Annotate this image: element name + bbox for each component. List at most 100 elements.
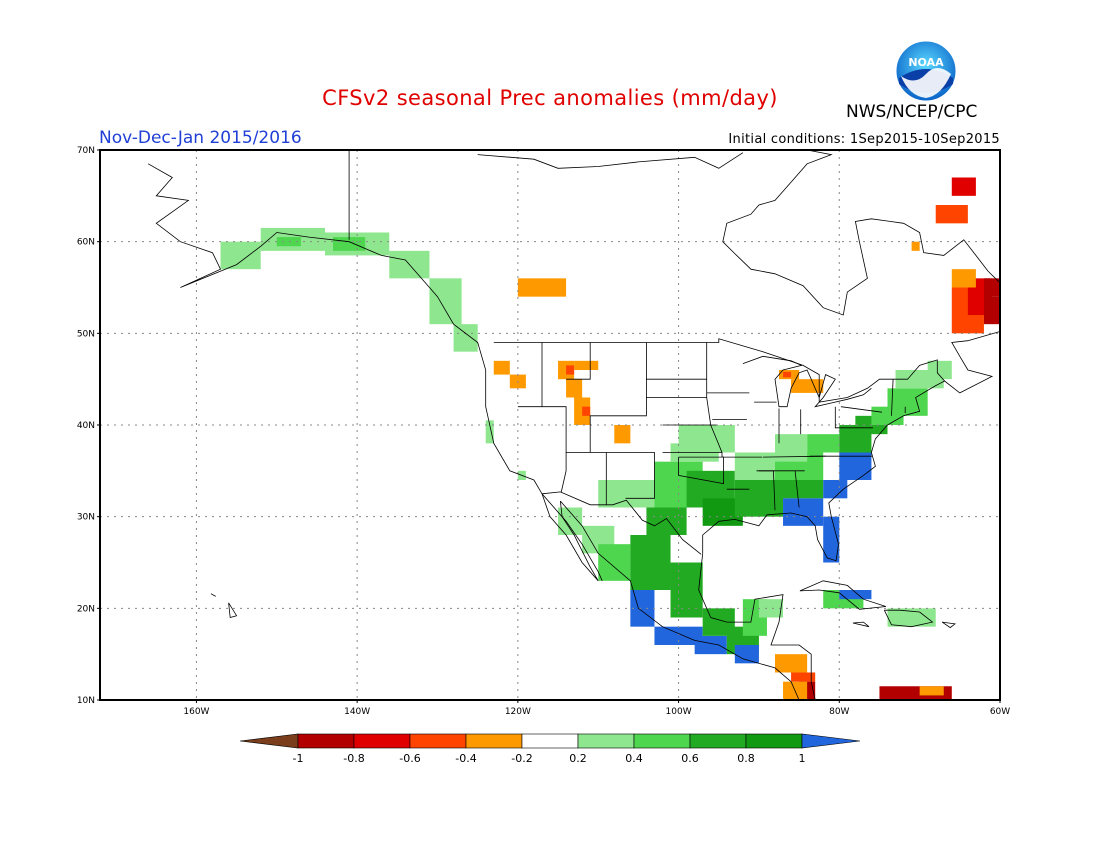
anomaly-cell [951, 177, 976, 196]
anomaly-cell [598, 480, 655, 508]
coastline-segment [891, 379, 894, 416]
anomaly-cell [453, 324, 478, 352]
colorbar-segment [465, 733, 523, 749]
anomaly-cell [823, 480, 848, 499]
lon-tick-label: 140W [344, 707, 370, 717]
colorbar-segment [577, 733, 635, 749]
coastline-segment [799, 580, 887, 610]
anomaly-cell [775, 434, 808, 462]
anomaly-cell [694, 635, 727, 655]
agency-label: NWS/NCEP/CPC [846, 102, 978, 122]
coastline-segment [794, 470, 800, 508]
colorbar-segment [633, 733, 691, 749]
coastline-segment [566, 342, 591, 380]
anomaly-cell [582, 406, 591, 416]
anomaly-cell [598, 544, 631, 581]
coastline-segment [228, 602, 238, 619]
noaa-logo: NOAA [895, 40, 957, 102]
anomaly-cell [927, 360, 952, 380]
anomaly-cell [517, 278, 567, 297]
colorbar-label: 0.6 [681, 752, 699, 765]
colorbar-segment [745, 733, 803, 749]
coastline-segment [840, 406, 882, 413]
coastline-segment [560, 500, 800, 700]
coastline-segment [702, 150, 1000, 562]
logo-text: NOAA [908, 56, 944, 69]
lat-tick-label: 30N [77, 513, 95, 523]
coastline-segment [698, 553, 816, 700]
lat-tick-label: 50N [77, 329, 95, 339]
colorbar-label: -0.6 [399, 752, 420, 765]
colorbar-label: -1 [293, 752, 304, 765]
coastline-segment [210, 593, 216, 597]
lon-tick-label: 60W [990, 707, 1010, 717]
coastline-segment [678, 456, 724, 485]
coastline-segment [742, 355, 872, 408]
coastline-segment [541, 493, 599, 582]
anomaly-cell [614, 425, 631, 444]
colorbar-segment [521, 733, 579, 749]
anomaly-field [220, 177, 1000, 700]
coastline-segment [541, 491, 702, 555]
forecast-period: Nov-Dec-Jan 2015/2016 [99, 128, 302, 148]
anomaly-cell [951, 269, 976, 288]
coastline-segment [883, 609, 934, 628]
lon-tick-label: 120W [505, 707, 531, 717]
anomaly-cell [919, 686, 944, 696]
lat-tick-label: 40N [77, 421, 95, 431]
colorbar-left-arrow [239, 733, 299, 749]
anomaly-cell [791, 379, 824, 393]
colorbar: -1 -0.8 -0.6 -0.4 -0.2 0.2 0.4 0.6 0.8 1 [239, 733, 861, 765]
coastline-segment [429, 287, 603, 581]
anomaly-cell [775, 480, 824, 499]
anomaly-cell [887, 608, 936, 627]
coastline-segment [560, 452, 567, 492]
anomaly-cell [630, 535, 671, 590]
coastline-segment [477, 152, 744, 169]
anomaly-cell [983, 278, 1000, 297]
coastline-segment [1005, 319, 1059, 364]
lat-tick-label: 60N [77, 238, 95, 248]
coastline-segment [706, 342, 723, 458]
colorbar-label: -0.2 [511, 752, 532, 765]
colorbar-label: -0.8 [343, 752, 364, 765]
anomaly-cell [758, 599, 784, 618]
anomaly-cell [678, 425, 735, 453]
anomaly-cell [807, 434, 840, 453]
coastline-segment [516, 150, 524, 151]
coastlines [148, 150, 1059, 700]
anomaly-cell [429, 278, 462, 325]
coastline-segment [941, 621, 956, 629]
anomaly-cell [220, 241, 261, 270]
lat-tick-label: 10N [77, 696, 95, 706]
anomaly-cell [839, 452, 872, 480]
anomaly-cell [485, 420, 494, 444]
anomaly-cell [566, 379, 583, 398]
colorbar-label: 0.2 [569, 752, 587, 765]
anomaly-cell [823, 516, 840, 563]
anomaly-cell [911, 241, 920, 251]
coastline-segment [148, 163, 430, 288]
anomaly-cell [566, 365, 575, 375]
colorbar-segment [409, 733, 467, 749]
colorbar-label: 0.4 [625, 752, 643, 765]
anomaly-cell [670, 562, 703, 618]
anomaly-cell [775, 654, 808, 673]
anomaly-cell [654, 626, 703, 645]
anomaly-cell [935, 205, 968, 224]
colorbar-segment [689, 733, 747, 749]
anomaly-cell [493, 360, 510, 375]
colorbar-label: 0.8 [737, 752, 755, 765]
anomaly-cell [983, 296, 1000, 325]
colorbar-right-arrow [801, 733, 861, 749]
coastline-segment [834, 406, 873, 429]
anomaly-cell [630, 590, 655, 627]
anomaly-cell [276, 237, 301, 247]
figure-title: CFSv2 seasonal Prec anomalies (mm/day) [322, 86, 778, 110]
coastline-segment [852, 621, 870, 628]
anomaly-cell [839, 590, 872, 600]
lon-tick-label: 80W [829, 707, 849, 717]
anomaly-cell [646, 507, 687, 535]
